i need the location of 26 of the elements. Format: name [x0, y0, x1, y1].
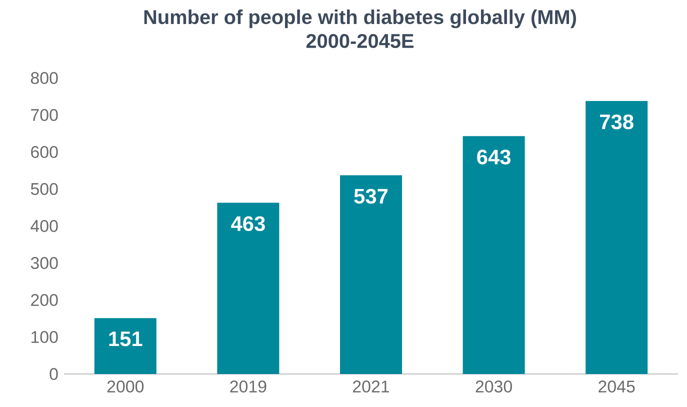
y-tick-label: 800: [30, 72, 58, 84]
y-tick-label: 500: [30, 183, 58, 195]
x-tick-label: 2030: [476, 380, 512, 393]
y-tick-label: 700: [31, 109, 58, 121]
x-tick-label: 2021: [353, 380, 390, 393]
x-tick-label: 2045: [598, 380, 635, 393]
x-tick-label: 2000: [107, 380, 144, 393]
y-tick-label: 600: [31, 146, 58, 158]
y-tick-label: 200: [31, 294, 58, 306]
data-label: 463: [231, 216, 265, 232]
bar: [462, 136, 525, 374]
y-tick-label: 100: [32, 331, 58, 343]
data-label: 537: [354, 188, 388, 204]
bar: [586, 100, 648, 374]
bar: [94, 318, 156, 374]
data-label: 151: [109, 332, 142, 346]
data-label: 643: [477, 150, 510, 164]
y-tick-label: 300: [30, 257, 58, 269]
bar: [217, 202, 280, 374]
bar: [340, 175, 402, 374]
y-tick-label: 0: [50, 368, 58, 380]
chart-title: Number of people with diabetes globally (MM): [144, 10, 576, 28]
x-tick-label: 2019: [230, 380, 266, 393]
data-label: 738: [600, 114, 634, 130]
chart-subtitle: 2000-2045E: [306, 34, 414, 48]
y-tick-label: 400: [30, 220, 58, 232]
